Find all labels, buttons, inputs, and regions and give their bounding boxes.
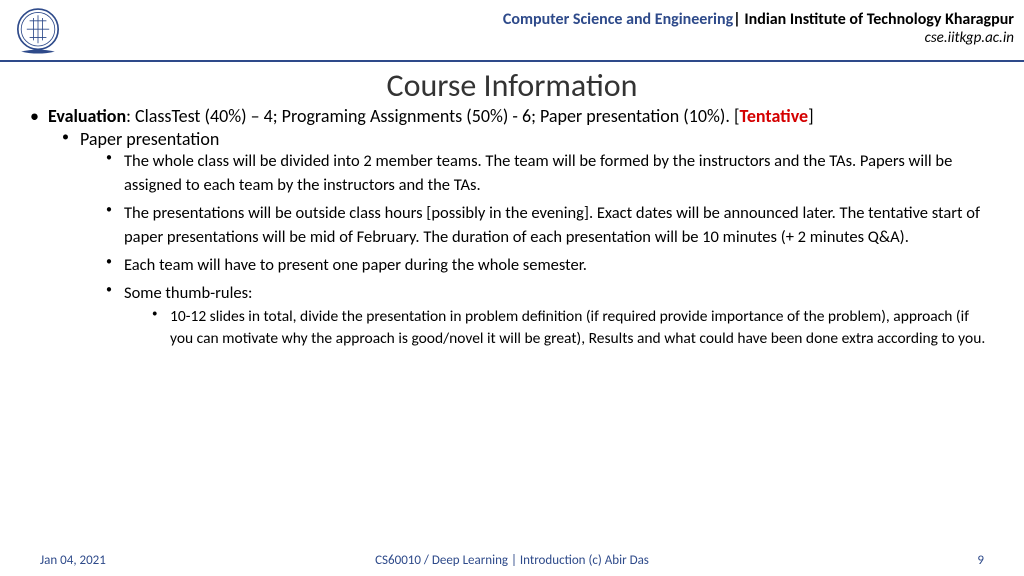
footer-page-number: 9 — [977, 553, 984, 568]
iit-logo — [10, 4, 66, 60]
thumb-rule-0: 10-12 slides in total, divide the presen… — [152, 306, 994, 351]
institute-name: | Indian Institute of Technology Kharagp… — [733, 10, 1014, 29]
footer-center: CS60010 / Deep Learning | Introduction (… — [375, 553, 649, 568]
slide-footer: Jan 04, 2021 CS60010 / Deep Learning | I… — [0, 553, 1024, 568]
header-text-block: Computer Science and Engineering| Indian… — [74, 4, 1014, 47]
department-name: Computer Science and Engineering — [503, 10, 733, 29]
pp-bullet-3: Some thumb-rules: 10-12 slides in total,… — [106, 282, 994, 351]
pp-bullet-2: Each team will have to present one paper… — [106, 254, 994, 278]
slide-header: Computer Science and Engineering| Indian… — [0, 0, 1024, 62]
pp-bullet-1: The presentations will be outside class … — [106, 202, 994, 250]
site-url: cse.iitkgp.ac.in — [74, 29, 1014, 47]
evaluation-close: ] — [808, 105, 814, 127]
slide-content: Evaluation: ClassTest (40%) – 4; Program… — [0, 105, 1024, 350]
department-line: Computer Science and Engineering| Indian… — [74, 10, 1014, 29]
evaluation-label: Evaluation — [48, 105, 126, 127]
evaluation-item: Evaluation: ClassTest (40%) – 4; Program… — [30, 105, 994, 350]
evaluation-text: : ClassTest (40%) – 4; Programing Assign… — [126, 105, 739, 127]
tentative-label: Tentative — [739, 105, 808, 127]
slide-title: Course Information — [0, 66, 1024, 105]
paper-presentation-heading: Paper presentation The whole class will … — [62, 128, 994, 351]
footer-date: Jan 04, 2021 — [40, 553, 106, 568]
pp-bullet-0: The whole class will be divided into 2 m… — [106, 150, 994, 198]
